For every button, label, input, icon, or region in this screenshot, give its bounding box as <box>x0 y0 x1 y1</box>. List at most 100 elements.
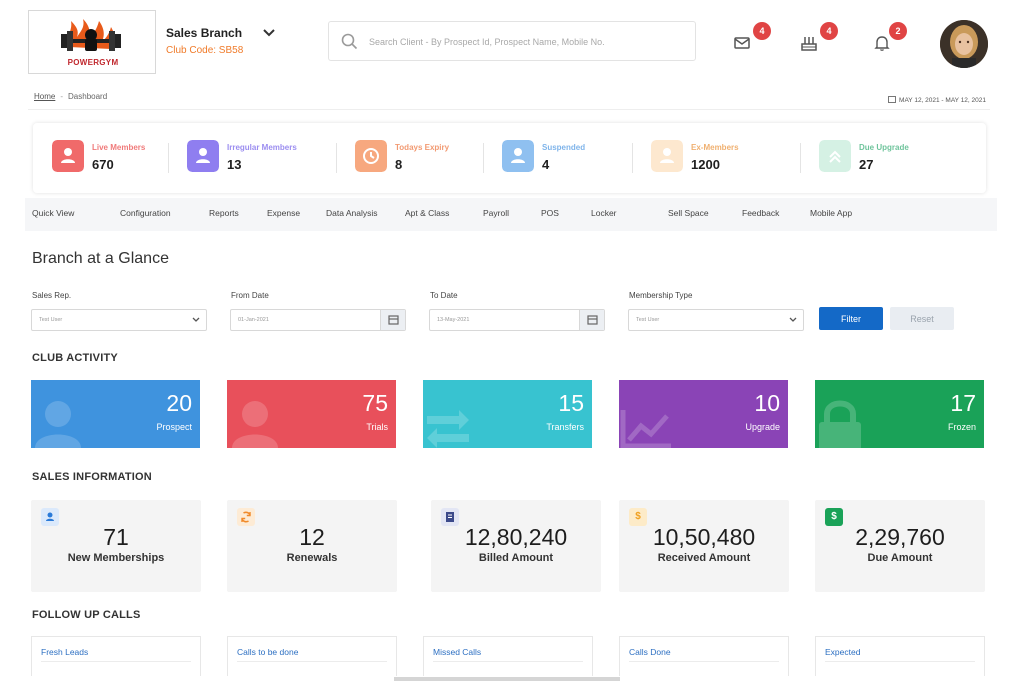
to-date-field[interactable]: 13-May-2021 <box>429 309 605 331</box>
sales-value: 2,29,760 <box>855 524 945 550</box>
mail-icon[interactable] <box>733 34 751 52</box>
stat-divider <box>168 143 169 173</box>
stat-label: Due Upgrade <box>859 143 909 152</box>
filter-button[interactable]: Filter <box>819 307 883 330</box>
person-icon <box>502 140 534 172</box>
membership-type-label: Membership Type <box>629 291 693 300</box>
activity-value: 75 <box>362 390 388 416</box>
activity-card-frozen[interactable]: 17 Frozen <box>815 380 984 448</box>
followup-card-expected[interactable]: Expected <box>815 636 985 676</box>
followup-card-fresh-leads[interactable]: Fresh Leads <box>31 636 201 676</box>
double-chevron-up-icon <box>819 140 851 172</box>
search-input[interactable] <box>369 31 687 53</box>
user-avatar[interactable] <box>940 20 988 68</box>
nav-pos[interactable]: POS <box>541 208 559 218</box>
stat-label: Ex-Members <box>691 143 739 152</box>
followup-card-calls-to-be-done[interactable]: Calls to be done <box>227 636 397 676</box>
breadcrumb: Home - Dashboard <box>34 92 107 101</box>
store-badge: 4 <box>820 22 838 40</box>
person-icon <box>41 508 59 526</box>
sales-card-received-amount[interactable]: $ 10,50,480 Received Amount <box>619 500 789 592</box>
followup-card-calls-done[interactable]: Calls Done <box>619 636 789 676</box>
member-stats-panel: Live Members 670 Irregular Members 13 To… <box>33 123 986 193</box>
sales-label: New Memberships <box>67 552 165 564</box>
activity-card-prospect[interactable]: 20 Prospect <box>31 380 200 448</box>
club-activity-title: CLUB ACTIVITY <box>32 352 118 364</box>
from-date-field[interactable]: 01-Jan-2021 <box>230 309 406 331</box>
chart-trend-icon <box>620 410 671 448</box>
followup-label: Expected <box>825 647 861 657</box>
reset-button[interactable]: Reset <box>890 307 954 330</box>
sales-label: Due Amount <box>867 552 933 564</box>
page-title: Branch at a Glance <box>32 250 169 267</box>
person-icon <box>35 401 81 448</box>
bell-icon[interactable] <box>873 34 891 52</box>
sales-value: 12,80,240 <box>464 524 568 550</box>
store-icon[interactable] <box>800 34 818 52</box>
sales-card-billed-amount[interactable]: 12,80,240 Billed Amount <box>431 500 601 592</box>
divider <box>433 661 583 662</box>
branch-selector[interactable]: Sales Branch Club Code: SB58 <box>166 26 243 56</box>
nav-configuration[interactable]: Configuration <box>120 208 171 218</box>
stat-value: 670 <box>92 157 114 172</box>
followup-label: Fresh Leads <box>41 647 89 657</box>
followup-card-missed-calls[interactable]: Missed Calls <box>423 636 593 676</box>
gym-logo-icon <box>61 19 121 51</box>
nav-payroll[interactable]: Payroll <box>483 208 509 218</box>
clock-history-icon <box>355 140 387 172</box>
avatar-image <box>940 20 988 68</box>
stat-value: 27 <box>859 157 874 172</box>
gym-logo[interactable]: POWERGYM <box>28 10 156 74</box>
stat-value: 4 <box>542 157 550 172</box>
date-range-text: MAY 12, 2021 - MAY 12, 2021 <box>899 97 986 104</box>
client-search[interactable] <box>328 21 696 61</box>
divider <box>237 661 387 662</box>
stat-label: Irregular Members <box>227 143 297 152</box>
calendar-icon <box>587 315 598 325</box>
dollar-icon: $ <box>825 508 843 526</box>
sales-card-due-amount[interactable]: $ 2,29,760 Due Amount <box>815 500 985 592</box>
sales-card-new-memberships[interactable]: 71 New Memberships <box>31 500 201 592</box>
stat-divider <box>336 143 337 173</box>
nav-sell-space[interactable]: Sell Space <box>668 208 709 218</box>
nav-feedback[interactable]: Feedback <box>742 208 780 218</box>
nav-apt-class[interactable]: Apt & Class <box>405 208 450 218</box>
follow-up-calls-title: FOLLOW UP CALLS <box>32 609 141 621</box>
chevron-down-icon[interactable] <box>262 28 276 38</box>
sales-rep-select[interactable]: Test User <box>31 309 207 331</box>
stat-label: Todays Expiry <box>395 143 450 152</box>
nav-expense[interactable]: Expense <box>267 208 301 218</box>
nav-reports[interactable]: Reports <box>209 208 239 218</box>
followup-label: Missed Calls <box>433 647 482 657</box>
date-range-picker[interactable]: MAY 12, 2021 - MAY 12, 2021 <box>888 96 986 104</box>
stat-divider <box>800 143 801 173</box>
membership-type-value: Test User <box>636 317 660 323</box>
nav-quick-view[interactable]: Quick View <box>32 208 75 218</box>
to-date-label: To Date <box>430 291 458 300</box>
branch-name: Sales Branch <box>166 26 243 40</box>
notification-badge: 2 <box>889 22 907 40</box>
activity-label: Prospect <box>156 422 192 432</box>
to-date-calendar-button[interactable] <box>579 310 604 330</box>
stat-divider <box>632 143 633 173</box>
nav-mobile-app[interactable]: Mobile App <box>810 208 853 218</box>
activity-value: 15 <box>558 390 584 416</box>
activity-card-upgrade[interactable]: 10 Upgrade <box>619 380 788 448</box>
nav-locker[interactable]: Locker <box>591 208 617 218</box>
nav-data-analysis[interactable]: Data Analysis <box>326 208 378 218</box>
horizontal-scrollbar[interactable] <box>394 677 620 681</box>
breadcrumb-home[interactable]: Home <box>34 92 56 101</box>
module-nav: Quick View Configuration Reports Expense… <box>25 198 997 231</box>
activity-card-trials[interactable]: 75 Trials <box>227 380 396 448</box>
membership-type-select[interactable]: Test User <box>628 309 804 331</box>
activity-label: Upgrade <box>745 422 780 432</box>
followup-label: Calls Done <box>629 647 671 657</box>
to-date-value: 13-May-2021 <box>437 317 470 323</box>
from-date-value: 01-Jan-2021 <box>238 317 269 323</box>
mail-badge: 4 <box>753 22 771 40</box>
gym-logo-text: POWERGYM <box>67 58 119 67</box>
from-date-calendar-button[interactable] <box>380 310 405 330</box>
sales-card-renewals[interactable]: 12 Renewals <box>227 500 397 592</box>
top-header: POWERGYM Sales Branch Club Code: SB58 4 … <box>0 0 1017 84</box>
activity-card-transfers[interactable]: 15 Transfers <box>423 380 592 448</box>
